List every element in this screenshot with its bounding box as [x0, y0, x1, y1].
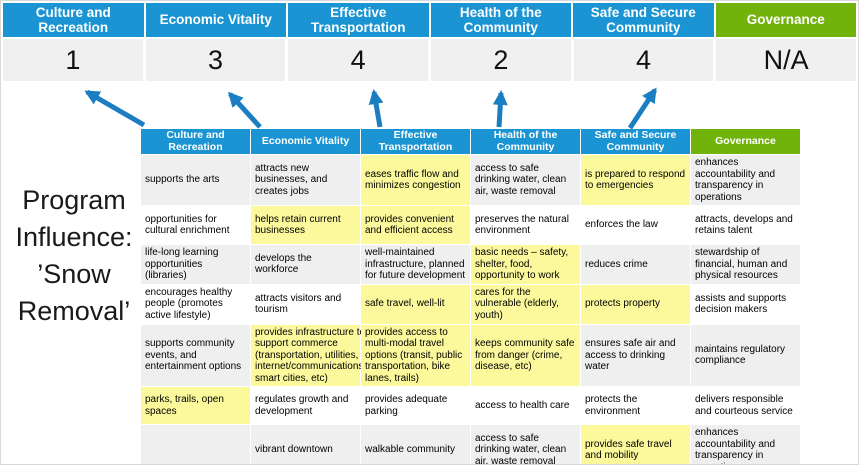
matrix-cell: reduces crime [581, 245, 690, 284]
matrix-cell: protects property [581, 284, 690, 324]
matrix-cell: maintains regulatory compliance [691, 324, 800, 386]
matrix-cell: attracts visitors and tourism [251, 284, 360, 324]
summary-header-0: Culture and Recreation [3, 3, 144, 37]
matrix-header-3: Health of the Community [471, 129, 580, 154]
matrix-cell: opportunities for cultural enrichment [141, 206, 250, 244]
matrix-cell [141, 425, 250, 464]
summary-header-row: Culture and Recreation Economic Vitality E… [3, 3, 856, 37]
matrix-cell: assists and supports decision makers [691, 284, 800, 324]
matrix-cell: life-long learning opportunities (librar… [141, 245, 250, 284]
matrix-cell: preserves the natural environment [471, 206, 580, 244]
arrow-effective-transportation [368, 89, 384, 128]
influence-matrix: Culture and Recreation Economic Vitality E… [141, 129, 800, 464]
matrix-cell: walkable community [361, 425, 470, 464]
matrix-cell: helps retain current businesses [251, 206, 360, 244]
summary-score-1: 3 [145, 39, 286, 81]
matrix-cell: provides access to multi-modal travel op… [361, 324, 470, 386]
matrix-cell: enhances accountability and transparency… [691, 425, 800, 464]
summary-score-0: 1 [3, 39, 143, 81]
summary-header-1: Economic Vitality [145, 3, 286, 37]
program-label-line: Program [22, 185, 126, 215]
matrix-cell: provides infrastructure to support comme… [251, 324, 366, 386]
program-influence-label: Program Influence: ’Snow Removal’ [1, 182, 147, 330]
summary-header-2: Effective Transportation [288, 3, 429, 37]
matrix-cell: provides safe travel and mobility [581, 425, 690, 464]
matrix-cell: provides convenient and efficient access [361, 206, 470, 244]
matrix-cell: develops the workforce [251, 245, 360, 284]
matrix-cell: parks, trails, open spaces [141, 387, 250, 424]
arrow-culture-and-recreation [84, 89, 146, 128]
matrix-cell: basic needs – safety, shelter, food, opp… [471, 245, 580, 284]
matrix-cell: access to safe drinking water, clean air… [471, 425, 580, 464]
matrix-header-0: Culture and Recreation [141, 129, 250, 154]
matrix-cell: cares for the vulnerable (elderly, youth… [471, 284, 580, 324]
matrix-cell: supports the arts [141, 155, 250, 205]
matrix-cell: keeps community safe from danger (crime,… [471, 324, 580, 386]
matrix-cell: regulates growth and development [251, 387, 360, 424]
program-label-line: ’Snow [37, 259, 111, 289]
matrix-header-4: Safe and Secure Community [581, 129, 690, 154]
arrow-economic-vitality [227, 91, 262, 129]
matrix-cell: enforces the law [581, 206, 690, 244]
arrow-health-of-the-community [492, 90, 508, 128]
matrix-cell: stewardship of financial, human and phys… [691, 245, 800, 284]
matrix-cell: eases traffic flow and minimizes congest… [361, 155, 470, 205]
matrix-cell: protects the environment [581, 387, 690, 424]
matrix-cell: attracts new businesses, and creates job… [251, 155, 360, 205]
matrix-cell: access to safe drinking water, clean air… [471, 155, 580, 205]
matrix-header-2: Effective Transportation [361, 129, 470, 154]
matrix-cell: supports community events, and entertain… [141, 324, 250, 386]
summary-score-row: 1 3 4 2 4 N/A [3, 39, 856, 81]
arrow-safe-and-secure-community [627, 87, 658, 130]
matrix-cell: attracts, develops and retains talent [691, 206, 800, 244]
matrix-cell: provides adequate parking [361, 387, 470, 424]
matrix-cell: safe travel, well-lit [361, 284, 470, 324]
program-label-line: Influence: [15, 222, 133, 252]
matrix-cell: is prepared to respond to emergencies [581, 155, 690, 205]
matrix-cell: delivers responsible and courteous servi… [691, 387, 800, 424]
matrix-cell: encourages healthy people (promotes acti… [141, 284, 250, 324]
matrix-header-1: Economic Vitality [251, 129, 360, 154]
matrix-cell: access to health care [471, 387, 580, 424]
summary-score-4: 4 [573, 39, 714, 81]
summary-score-2: 4 [288, 39, 428, 81]
summary-header-3: Health of the Community [430, 3, 571, 37]
matrix-cell: vibrant downtown [251, 425, 360, 464]
matrix-cell: well-maintained infrastructure, planned … [361, 245, 470, 284]
matrix-cell: ensures safe air and access to drinking … [581, 324, 690, 386]
program-label-line: Removal’ [17, 296, 131, 326]
summary-header-5: Governance [715, 3, 856, 37]
matrix-cell: enhances accountability and transparency… [691, 155, 800, 205]
summary-score-5: N/A [716, 39, 856, 81]
summary-header-4: Safe and Secure Community [573, 3, 714, 37]
summary-score-3: 2 [431, 39, 571, 81]
matrix-header-5: Governance [691, 129, 800, 154]
